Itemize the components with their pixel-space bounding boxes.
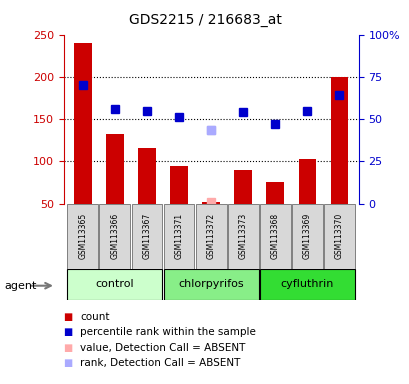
Text: ■: ■ bbox=[63, 312, 73, 322]
Bar bbox=[195, 204, 226, 269]
Bar bbox=[74, 43, 91, 204]
Text: rank, Detection Call = ABSENT: rank, Detection Call = ABSENT bbox=[80, 358, 240, 368]
Text: agent: agent bbox=[4, 281, 36, 291]
Bar bbox=[298, 159, 315, 204]
Bar bbox=[131, 204, 162, 269]
Bar bbox=[67, 269, 162, 300]
Text: value, Detection Call = ABSENT: value, Detection Call = ABSENT bbox=[80, 343, 245, 353]
Text: GSM113369: GSM113369 bbox=[302, 213, 311, 259]
Text: percentile rank within the sample: percentile rank within the sample bbox=[80, 327, 255, 337]
Text: cyfluthrin: cyfluthrin bbox=[280, 279, 333, 289]
Text: GSM113367: GSM113367 bbox=[142, 213, 151, 259]
Bar bbox=[227, 204, 258, 269]
Text: GSM113366: GSM113366 bbox=[110, 213, 119, 259]
Bar bbox=[163, 269, 258, 300]
Bar bbox=[259, 269, 354, 300]
Bar bbox=[330, 77, 348, 204]
Bar bbox=[138, 148, 155, 204]
Bar bbox=[259, 204, 290, 269]
Text: chlorpyrifos: chlorpyrifos bbox=[178, 279, 243, 289]
Text: GSM113373: GSM113373 bbox=[238, 213, 247, 259]
Text: GSM113372: GSM113372 bbox=[206, 213, 215, 259]
Bar bbox=[106, 134, 124, 204]
Bar bbox=[323, 204, 354, 269]
Text: ■: ■ bbox=[63, 343, 73, 353]
Text: GDS2215 / 216683_at: GDS2215 / 216683_at bbox=[128, 13, 281, 27]
Bar bbox=[67, 204, 98, 269]
Text: ■: ■ bbox=[63, 327, 73, 337]
Bar bbox=[234, 170, 252, 204]
Text: control: control bbox=[95, 279, 134, 289]
Text: GSM113365: GSM113365 bbox=[78, 213, 87, 259]
Text: count: count bbox=[80, 312, 109, 322]
Text: GSM113371: GSM113371 bbox=[174, 213, 183, 259]
Bar bbox=[163, 204, 194, 269]
Bar bbox=[99, 204, 130, 269]
Text: GSM113370: GSM113370 bbox=[334, 213, 343, 259]
Bar bbox=[291, 204, 322, 269]
Text: ■: ■ bbox=[63, 358, 73, 368]
Bar bbox=[266, 182, 283, 204]
Bar bbox=[170, 166, 187, 204]
Bar bbox=[202, 202, 220, 204]
Text: GSM113368: GSM113368 bbox=[270, 213, 279, 259]
